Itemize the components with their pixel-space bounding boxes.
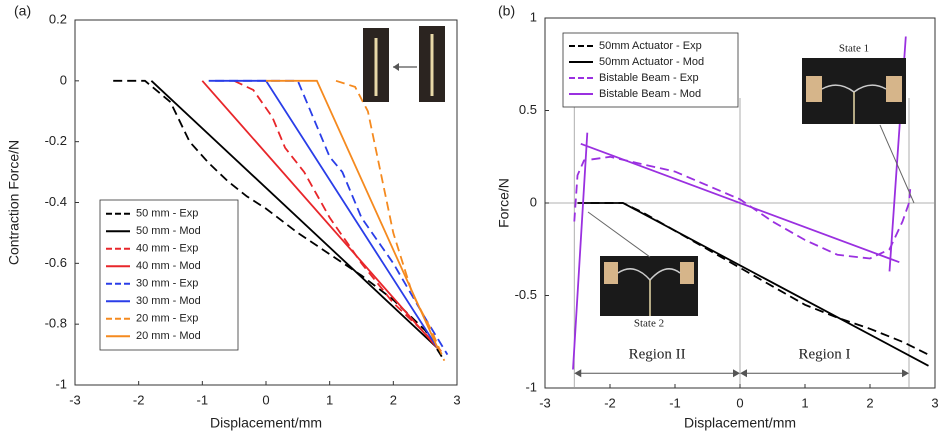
region-label: Region I xyxy=(798,347,850,363)
x-tick-label: 1 xyxy=(326,392,333,407)
y-tick-label: 0 xyxy=(60,72,67,87)
y-tick-label: 1 xyxy=(530,9,537,24)
x-tick-label: -1 xyxy=(669,395,681,410)
data-line xyxy=(577,202,929,367)
x-tick-label: 0 xyxy=(262,392,269,407)
inset-arrow xyxy=(879,124,915,204)
y-axis-title: Force/N xyxy=(496,178,512,228)
x-tick-label: 2 xyxy=(390,392,397,407)
legend-label: 50 mm - Mod xyxy=(136,225,201,237)
y-tick-label: -0.2 xyxy=(45,133,67,148)
y-tick-label: -0.8 xyxy=(45,316,67,331)
data-line xyxy=(215,79,449,356)
insets: State 1 State 2 xyxy=(363,26,915,330)
x-tick-label: -3 xyxy=(69,392,81,407)
legend-label: 30 mm - Mod xyxy=(136,295,201,307)
panel-label: (b) xyxy=(498,3,515,19)
legend-label: Bistable Beam - Mod xyxy=(599,88,701,100)
x-axis-title: Displacement/mm xyxy=(684,415,796,431)
inset-arrowhead xyxy=(393,63,399,71)
annotation: State 1 xyxy=(839,43,869,55)
legend-label: 20 mm - Mod xyxy=(136,330,201,342)
data-line xyxy=(201,80,439,350)
legend-label: 30 mm - Exp xyxy=(136,278,198,290)
legend-label: 20 mm - Exp xyxy=(136,313,198,325)
data-line xyxy=(335,79,446,362)
inset-clamp xyxy=(680,262,694,284)
legend-label: 40 mm - Mod xyxy=(136,260,201,272)
legend-label: 50 mm - Exp xyxy=(136,208,198,220)
data-line xyxy=(113,79,446,362)
x-tick-label: 1 xyxy=(801,395,808,410)
x-axis-title: Displacement/mm xyxy=(210,415,322,431)
data-line xyxy=(150,80,439,350)
inset-clamp xyxy=(806,76,822,102)
legend-label: Bistable Beam - Exp xyxy=(599,72,699,84)
y-axis-title: Contraction Force/N xyxy=(6,140,22,265)
x-tick-label: 3 xyxy=(931,395,938,410)
x-tick-label: -3 xyxy=(539,395,551,410)
x-tick-label: -2 xyxy=(604,395,616,410)
y-tick-label: -1 xyxy=(55,376,67,391)
y-tick-label: -0.5 xyxy=(515,287,537,302)
legend-label: 50mm Actuator - Mod xyxy=(599,56,704,68)
legend-label: 50mm Actuator - Exp xyxy=(599,40,702,52)
y-tick-label: -0.4 xyxy=(45,194,67,209)
x-tick-label: 3 xyxy=(453,392,460,407)
y-tick-label: -1 xyxy=(525,379,537,394)
data-line xyxy=(573,155,912,260)
region-label: Region II xyxy=(629,347,686,363)
x-tick-label: 2 xyxy=(866,395,873,410)
data-line xyxy=(266,79,439,349)
inset-arrow xyxy=(587,211,651,258)
annotation: State 2 xyxy=(634,318,664,330)
data-line xyxy=(233,79,445,356)
inset-clamp xyxy=(886,76,902,102)
x-tick-label: -2 xyxy=(133,392,145,407)
y-tick-label: 0.5 xyxy=(519,102,537,117)
y-tick-label: -0.6 xyxy=(45,255,67,270)
legend-box xyxy=(99,199,239,351)
y-tick-label: 0.2 xyxy=(49,11,67,26)
x-tick-label: 0 xyxy=(736,395,743,410)
y-tick-label: 0 xyxy=(530,194,537,209)
x-tick-label: -1 xyxy=(197,392,209,407)
panel-label: (a) xyxy=(14,3,31,19)
inset-clamp xyxy=(604,262,618,284)
legend-label: 40 mm - Exp xyxy=(136,243,198,255)
